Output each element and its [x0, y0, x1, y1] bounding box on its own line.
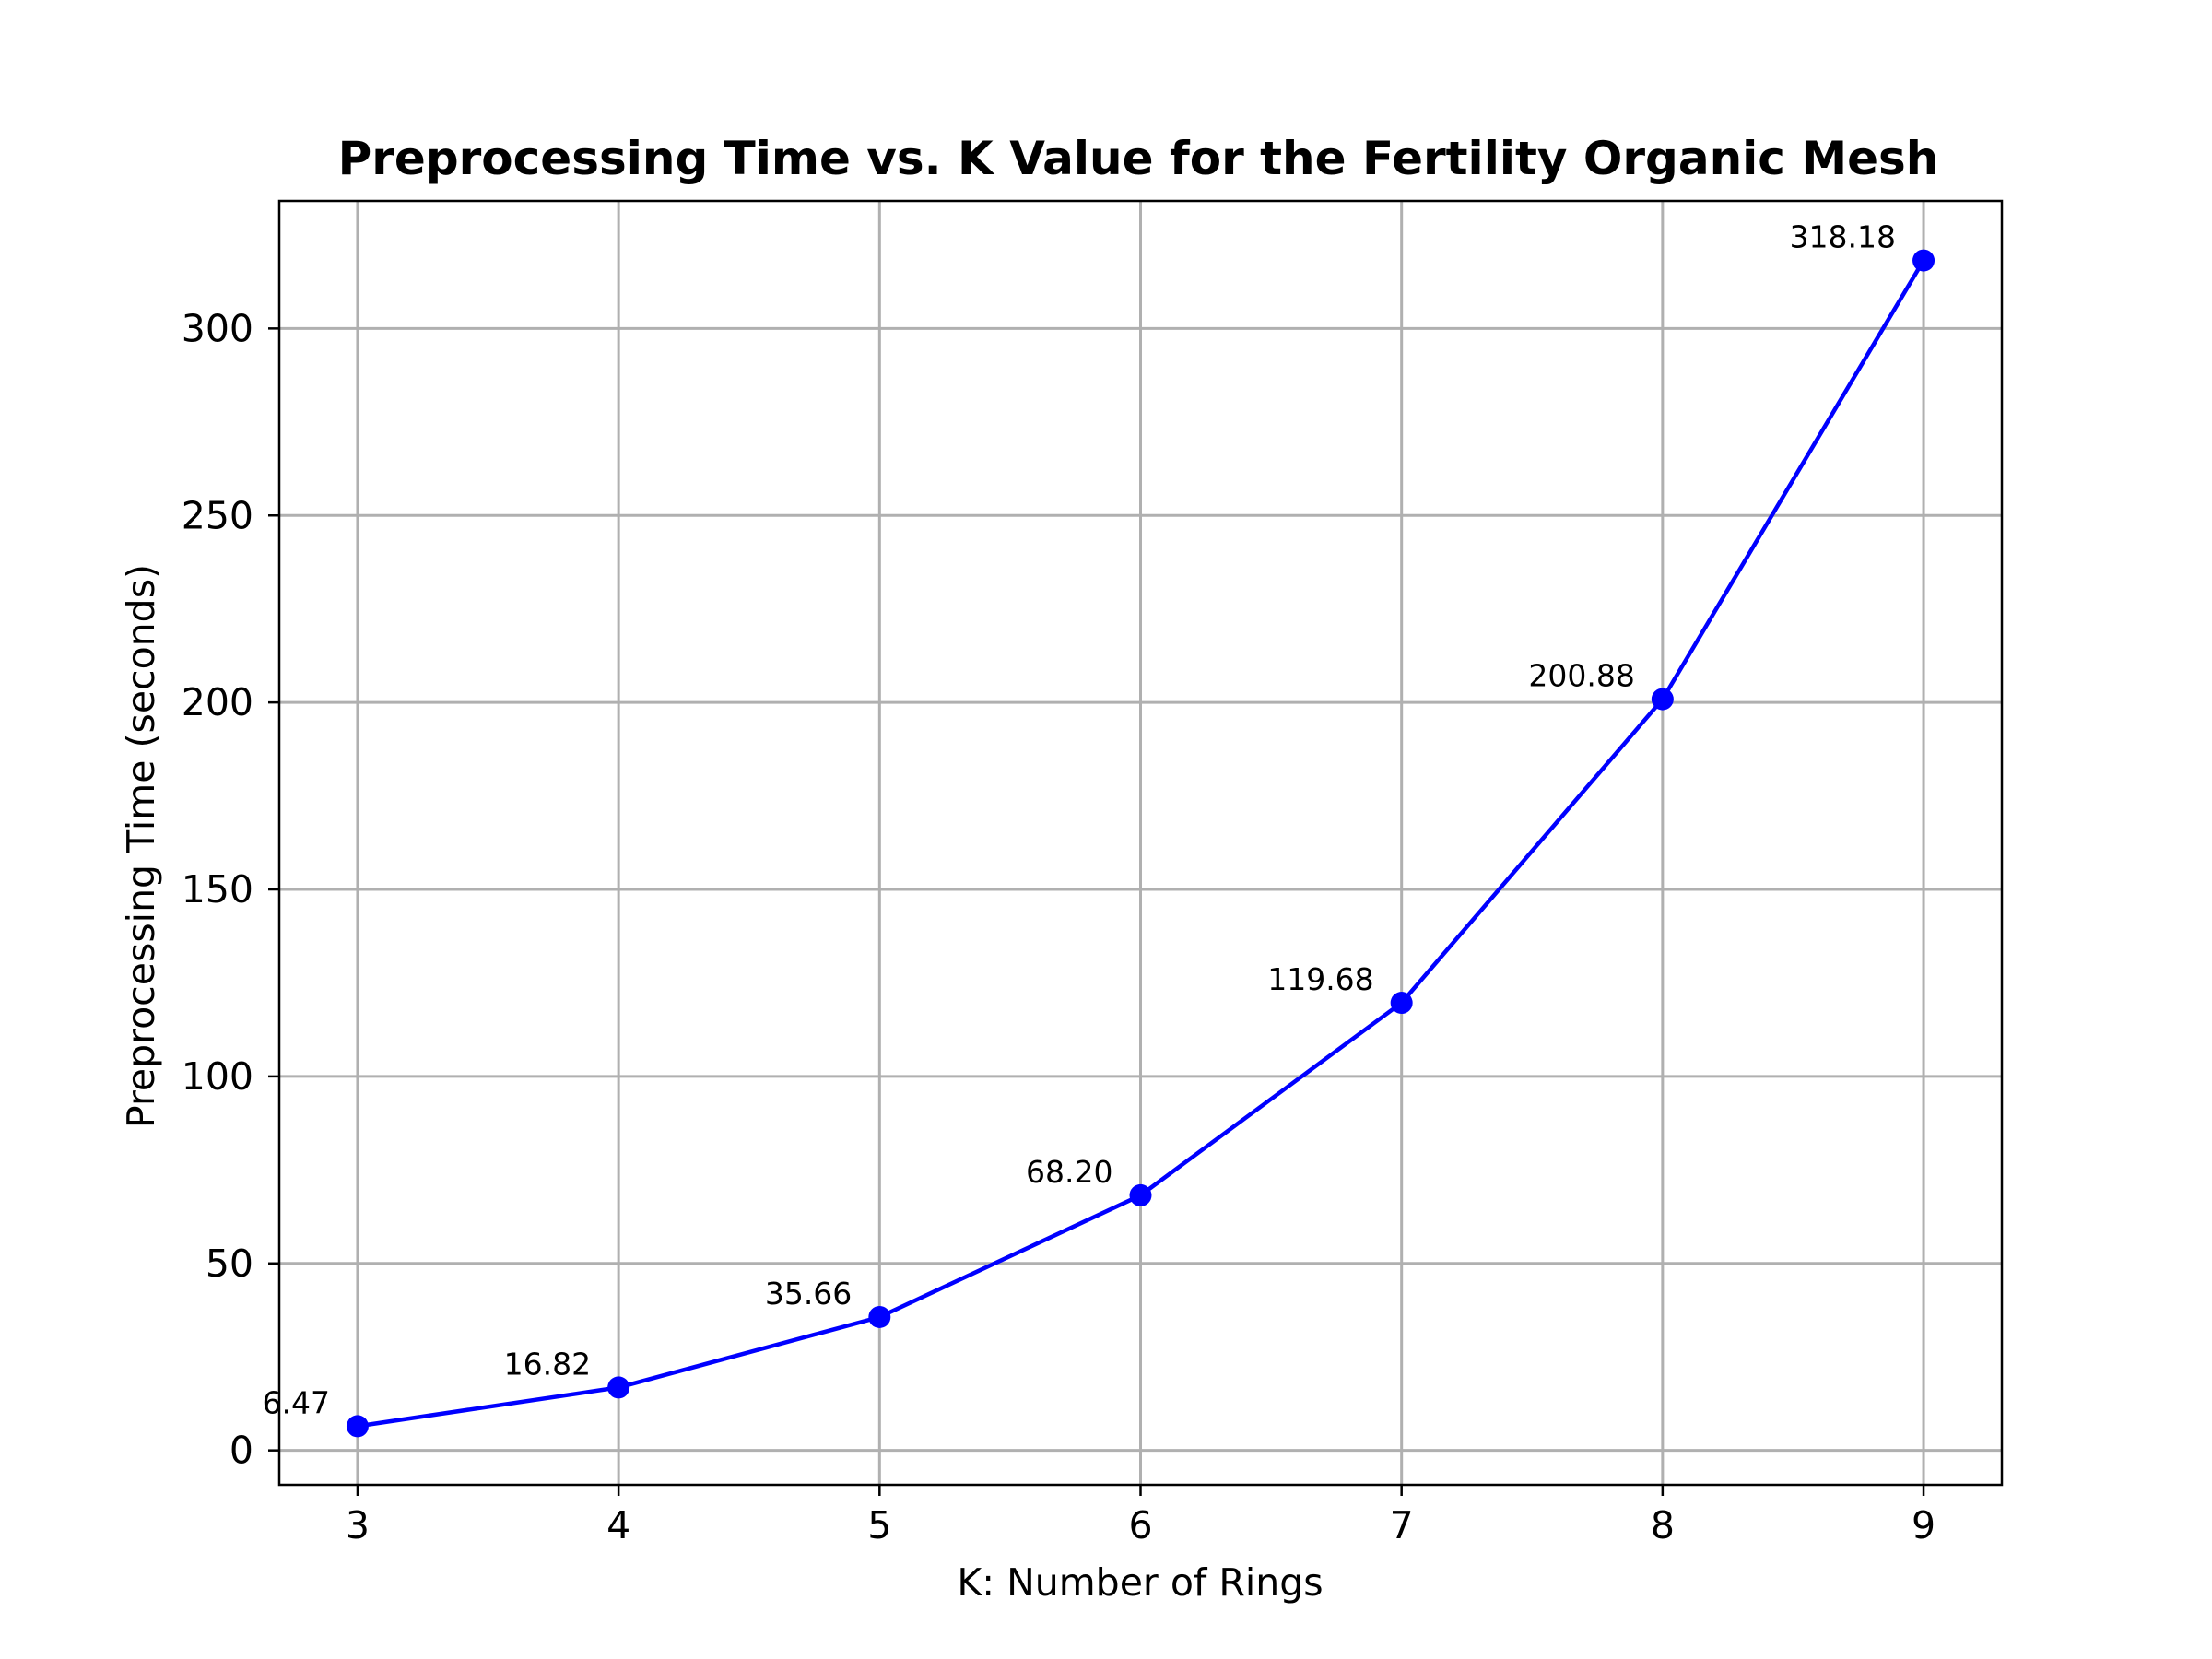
data-label: 35.66: [765, 1276, 852, 1312]
chart-title: Preprocessing Time vs. K Value for the F…: [338, 132, 1939, 185]
series-layer: [346, 249, 1936, 1438]
y-tick-label: 50: [206, 1241, 253, 1286]
data-point: [607, 1376, 630, 1399]
data-labels: 6.47 16.82 35.66 68.20 119.68 200.88 318.18: [262, 219, 1896, 1421]
y-tick-label: 200: [182, 680, 253, 724]
data-point: [346, 1415, 369, 1438]
x-tick-label: 5: [867, 1503, 891, 1547]
data-point: [868, 1305, 891, 1328]
data-point: [1129, 1183, 1152, 1206]
x-tick-label: 9: [1912, 1503, 1936, 1547]
x-axis-label: K: Number of Rings: [957, 1560, 1323, 1605]
data-point: [1912, 249, 1936, 272]
data-label: 68.20: [1026, 1154, 1112, 1190]
y-tick-label: 100: [182, 1054, 253, 1099]
x-tick-label: 7: [1390, 1503, 1414, 1547]
y-tick-label: 0: [229, 1429, 253, 1473]
x-tick-label: 3: [346, 1503, 370, 1547]
y-tick-label: 250: [182, 493, 253, 537]
data-label: 119.68: [1267, 961, 1373, 997]
data-point: [1390, 992, 1413, 1015]
y-tick-label: 150: [182, 867, 253, 912]
data-label: 318.18: [1790, 219, 1896, 255]
data-label: 200.88: [1528, 658, 1634, 694]
x-tick-label: 6: [1128, 1503, 1152, 1547]
y-tick-label: 300: [182, 306, 253, 350]
y-axis-label: Preprocessing Time (seconds): [119, 564, 163, 1128]
x-tick-label: 8: [1651, 1503, 1675, 1547]
x-tick-label: 4: [606, 1503, 630, 1547]
data-point: [1651, 688, 1674, 711]
data-label: 16.82: [504, 1346, 591, 1382]
data-label: 6.47: [262, 1384, 329, 1420]
axis-ticks: 3 4 5 6 7 8 9 0 50 100 150 200 250 300: [182, 306, 1936, 1547]
gridlines: [279, 201, 2002, 1485]
